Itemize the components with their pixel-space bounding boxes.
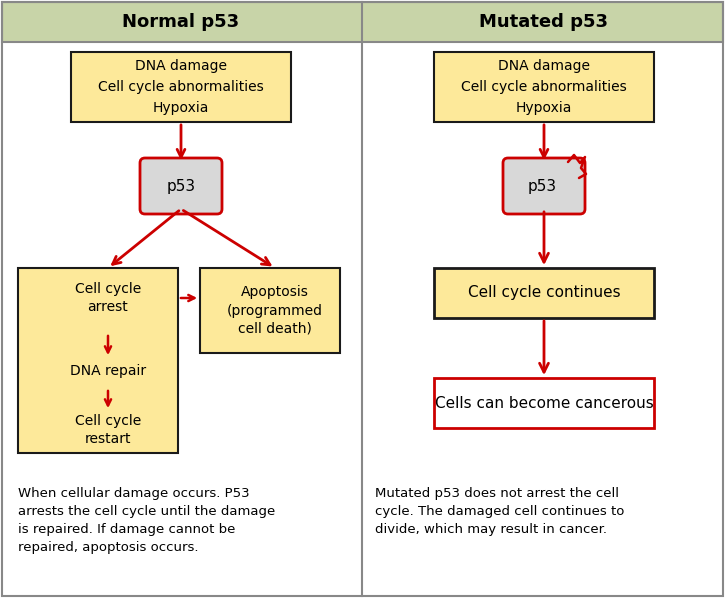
FancyBboxPatch shape [71, 52, 291, 122]
Text: DNA damage
Cell cycle abnormalities
Hypoxia: DNA damage Cell cycle abnormalities Hypo… [461, 59, 627, 115]
FancyBboxPatch shape [140, 158, 222, 214]
FancyBboxPatch shape [2, 2, 723, 42]
Text: Mutated p53 does not arrest the cell
cycle. The damaged cell continues to
divide: Mutated p53 does not arrest the cell cyc… [375, 487, 624, 536]
FancyBboxPatch shape [18, 268, 178, 453]
Text: When cellular damage occurs. P53
arrests the cell cycle until the damage
is repa: When cellular damage occurs. P53 arrests… [18, 487, 276, 554]
Text: Apoptosis
(programmed
cell death): Apoptosis (programmed cell death) [227, 285, 323, 336]
FancyBboxPatch shape [503, 158, 585, 214]
Text: Cell cycle
arrest: Cell cycle arrest [75, 282, 141, 314]
Text: Cell cycle continues: Cell cycle continues [468, 285, 621, 301]
Text: Cells can become cancerous: Cells can become cancerous [434, 395, 653, 410]
FancyBboxPatch shape [200, 268, 340, 353]
Text: p53: p53 [167, 178, 196, 194]
FancyBboxPatch shape [434, 52, 654, 122]
Text: Cell cycle
restart: Cell cycle restart [75, 414, 141, 446]
Text: DNA repair: DNA repair [70, 364, 146, 378]
Text: Normal p53: Normal p53 [123, 13, 239, 31]
Text: p53: p53 [527, 178, 557, 194]
Text: Mutated p53: Mutated p53 [479, 13, 608, 31]
Text: DNA damage
Cell cycle abnormalities
Hypoxia: DNA damage Cell cycle abnormalities Hypo… [98, 59, 264, 115]
FancyBboxPatch shape [434, 268, 654, 318]
FancyBboxPatch shape [434, 378, 654, 428]
